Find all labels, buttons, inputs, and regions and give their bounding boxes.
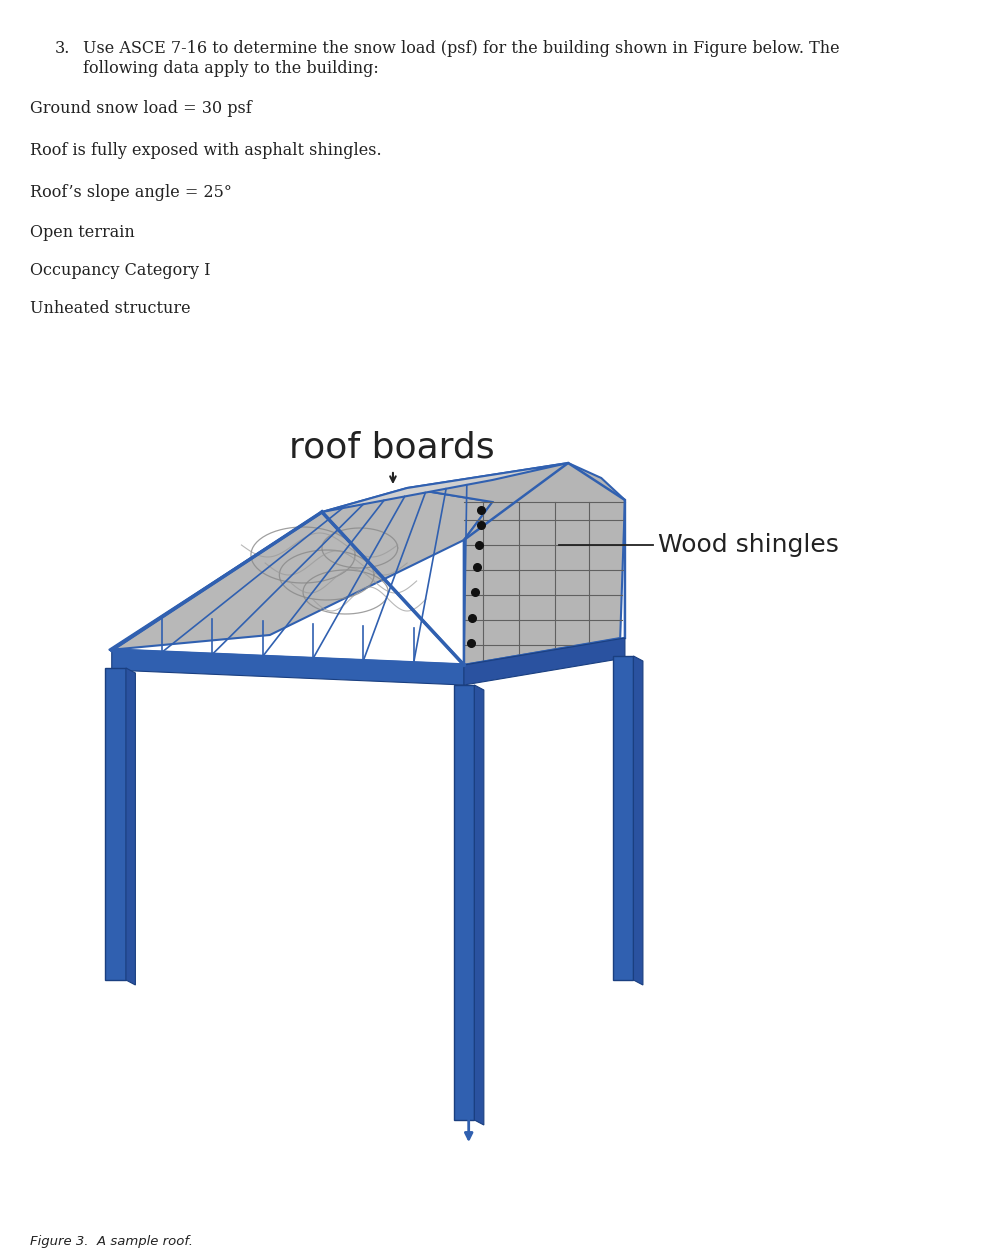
Text: 3.: 3.: [55, 40, 71, 57]
Polygon shape: [106, 667, 125, 980]
Polygon shape: [112, 650, 464, 685]
Polygon shape: [474, 685, 484, 1125]
Text: Open terrain: Open terrain: [30, 224, 135, 241]
Polygon shape: [464, 639, 624, 685]
Text: Roof is fully exposed with asphalt shingles.: Roof is fully exposed with asphalt shing…: [30, 142, 381, 158]
Polygon shape: [125, 667, 135, 985]
Polygon shape: [322, 463, 568, 512]
Text: Ground snow load = 30 psf: Ground snow load = 30 psf: [30, 101, 252, 117]
Polygon shape: [453, 685, 474, 1120]
Text: Wood shingles: Wood shingles: [658, 533, 839, 557]
Polygon shape: [633, 656, 643, 985]
Text: Occupancy Category I: Occupancy Category I: [30, 261, 211, 279]
Polygon shape: [109, 488, 492, 650]
Text: Roof’s slope angle = 25°: Roof’s slope angle = 25°: [30, 184, 232, 201]
Text: Use ASCE 7-16 to determine the snow load (psf) for the building shown in Figure : Use ASCE 7-16 to determine the snow load…: [84, 40, 840, 57]
Polygon shape: [407, 463, 624, 665]
Polygon shape: [613, 656, 633, 980]
Text: Unheated structure: Unheated structure: [30, 300, 191, 317]
Text: Figure 3.  A sample roof.: Figure 3. A sample roof.: [30, 1234, 193, 1248]
Text: roof boards: roof boards: [289, 430, 494, 464]
Text: following data apply to the building:: following data apply to the building:: [84, 60, 379, 77]
